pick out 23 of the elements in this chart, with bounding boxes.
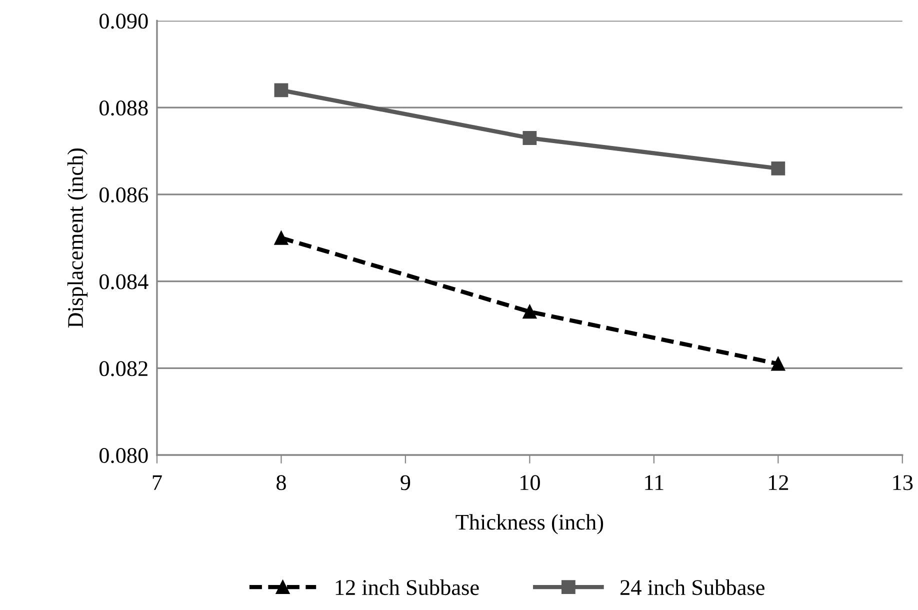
y-tick-label: 0.080: [99, 448, 148, 464]
y-tick-label: 0.082: [99, 361, 148, 376]
point: [274, 83, 288, 98]
legend-label: 12 inch Subbase: [336, 579, 479, 596]
x-axis-title: Thickness (inch): [456, 514, 604, 534]
point: [522, 304, 537, 319]
point: [771, 161, 786, 176]
point: [522, 131, 537, 145]
point: [274, 230, 288, 245]
y-tick-label: 0.086: [99, 187, 148, 202]
y-tick-label: 0.084: [99, 274, 148, 290]
x-tick-label: 13: [893, 475, 913, 490]
y-tick-label: 0.088: [99, 100, 148, 116]
x-tick-label: 11: [645, 475, 664, 490]
x-tick-label: 8: [276, 475, 286, 490]
legend-label: 24 inch Subbase: [620, 579, 764, 596]
y-axis-title: Displacement (inch): [67, 148, 88, 328]
point: [771, 356, 786, 371]
y-tick-label: 0.090: [99, 14, 148, 29]
x-tick-label: 10: [520, 475, 540, 490]
x-tick-label: 9: [400, 475, 410, 490]
x-tick-label: 12: [769, 475, 788, 490]
x-tick-label: 7: [152, 475, 162, 490]
